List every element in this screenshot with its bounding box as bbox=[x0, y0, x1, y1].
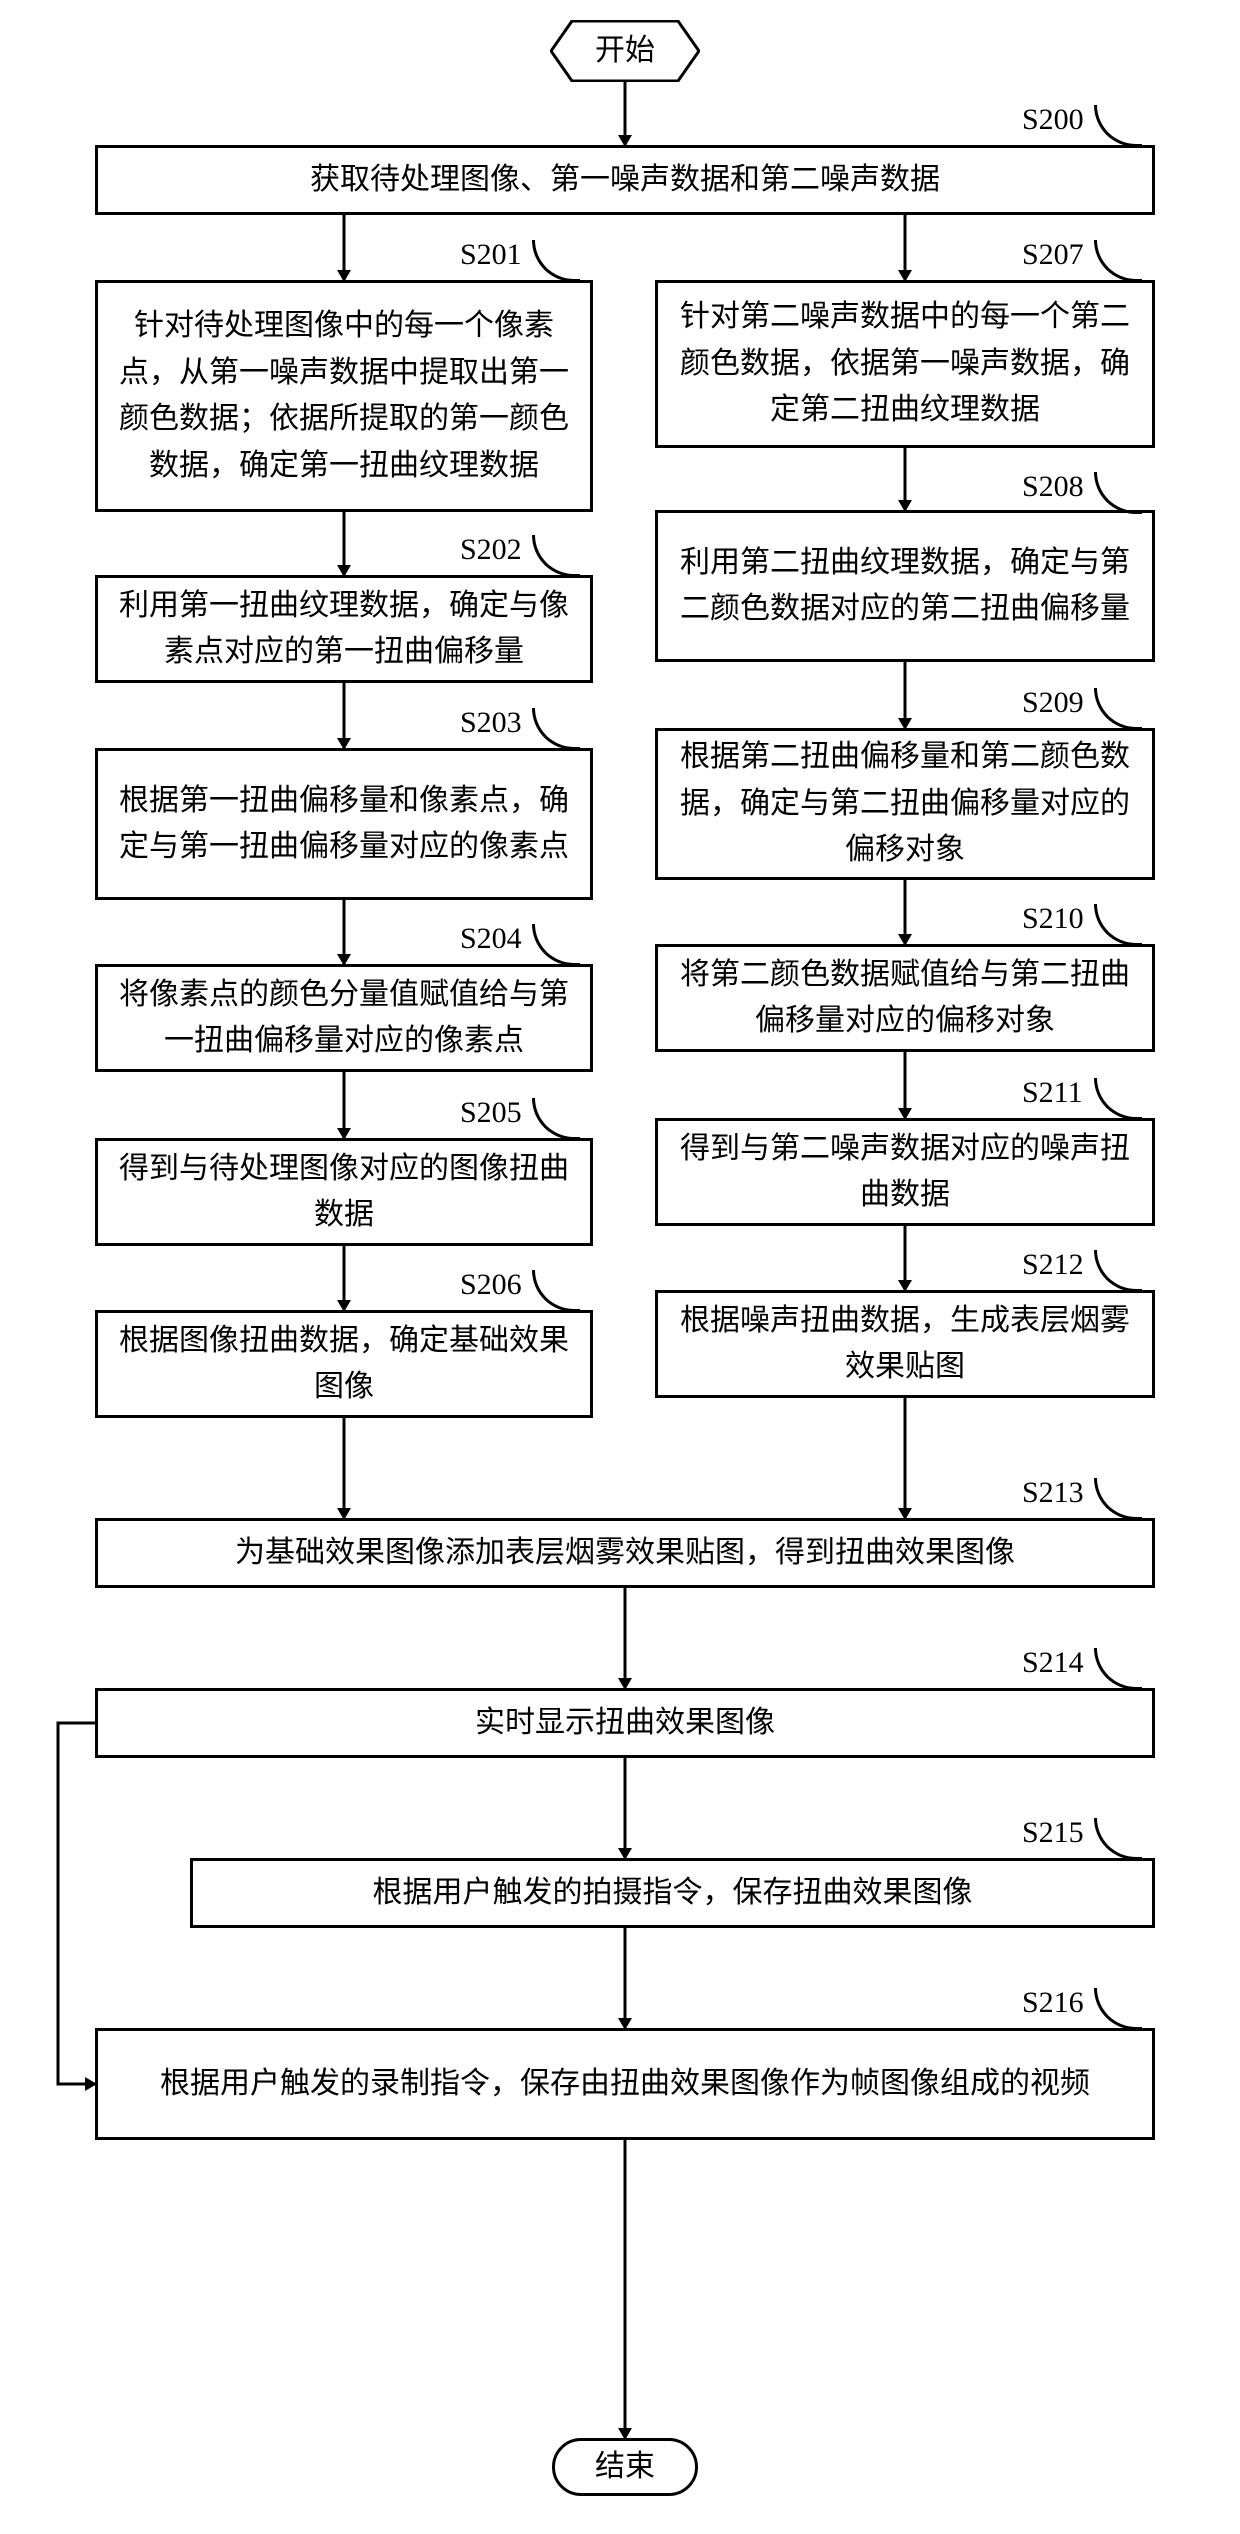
terminal-start: 开始 bbox=[550, 20, 700, 82]
step-text: 获取待处理图像、第一噪声数据和第二噪声数据 bbox=[310, 157, 940, 204]
label-connector bbox=[532, 535, 580, 577]
step-S203: 根据第一扭曲偏移量和像素点，确定与第一扭曲偏移量对应的像素点 bbox=[95, 748, 593, 900]
label-connector bbox=[1094, 472, 1142, 514]
step-S212: 根据噪声扭曲数据，生成表层烟雾效果贴图 bbox=[655, 1290, 1155, 1398]
step-S204: 将像素点的颜色分量值赋值给与第一扭曲偏移量对应的像素点 bbox=[95, 964, 593, 1072]
step-label-S201: S201 bbox=[460, 238, 522, 272]
step-label-S208: S208 bbox=[1022, 470, 1084, 504]
label-connector bbox=[1094, 688, 1142, 730]
label-connector bbox=[1094, 1648, 1142, 1690]
label-connector bbox=[532, 240, 580, 282]
step-text: 利用第一扭曲纹理数据，确定与像素点对应的第一扭曲偏移量 bbox=[116, 583, 572, 676]
step-S214: 实时显示扭曲效果图像 bbox=[95, 1688, 1155, 1758]
step-text: 根据用户触发的拍摄指令，保存扭曲效果图像 bbox=[373, 1870, 973, 1917]
label-connector bbox=[1094, 1078, 1142, 1120]
step-text: 将像素点的颜色分量值赋值给与第一扭曲偏移量对应的像素点 bbox=[116, 972, 572, 1065]
step-S213: 为基础效果图像添加表层烟雾效果贴图，得到扭曲效果图像 bbox=[95, 1518, 1155, 1588]
step-S208: 利用第二扭曲纹理数据，确定与第二颜色数据对应的第二扭曲偏移量 bbox=[655, 510, 1155, 662]
step-label-S210: S210 bbox=[1022, 902, 1084, 936]
label-connector bbox=[1094, 105, 1142, 147]
step-text: 利用第二扭曲纹理数据，确定与第二颜色数据对应的第二扭曲偏移量 bbox=[676, 540, 1134, 633]
step-label-S213: S213 bbox=[1022, 1476, 1084, 1510]
step-text: 根据噪声扭曲数据，生成表层烟雾效果贴图 bbox=[676, 1298, 1134, 1391]
step-label-S205: S205 bbox=[460, 1096, 522, 1130]
step-S211: 得到与第二噪声数据对应的噪声扭曲数据 bbox=[655, 1118, 1155, 1226]
step-S201: 针对待处理图像中的每一个像素点，从第一噪声数据中提取出第一颜色数据；依据所提取的… bbox=[95, 280, 593, 512]
step-S202: 利用第一扭曲纹理数据，确定与像素点对应的第一扭曲偏移量 bbox=[95, 575, 593, 683]
label-connector bbox=[1094, 904, 1142, 946]
step-label-S204: S204 bbox=[460, 922, 522, 956]
label-connector bbox=[532, 1270, 580, 1312]
label-connector bbox=[532, 708, 580, 750]
step-text: 将第二颜色数据赋值给与第二扭曲偏移量对应的偏移对象 bbox=[676, 952, 1134, 1045]
step-label-S215: S215 bbox=[1022, 1816, 1084, 1850]
step-label-S207: S207 bbox=[1022, 238, 1084, 272]
terminal-end: 结束 bbox=[552, 2438, 698, 2496]
step-label-S212: S212 bbox=[1022, 1248, 1084, 1282]
step-label-S200: S200 bbox=[1022, 103, 1084, 137]
step-S205: 得到与待处理图像对应的图像扭曲数据 bbox=[95, 1138, 593, 1246]
step-text: 针对待处理图像中的每一个像素点，从第一噪声数据中提取出第一颜色数据；依据所提取的… bbox=[116, 303, 572, 489]
terminal-end-label: 结束 bbox=[595, 2444, 655, 2491]
step-S207: 针对第二噪声数据中的每一个第二颜色数据，依据第一噪声数据，确定第二扭曲纹理数据 bbox=[655, 280, 1155, 448]
step-text: 根据用户触发的录制指令，保存由扭曲效果图像作为帧图像组成的视频 bbox=[160, 2061, 1090, 2108]
label-connector bbox=[1094, 240, 1142, 282]
step-S200: 获取待处理图像、第一噪声数据和第二噪声数据 bbox=[95, 145, 1155, 215]
step-label-S216: S216 bbox=[1022, 1986, 1084, 2020]
step-text: 根据图像扭曲数据，确定基础效果图像 bbox=[116, 1318, 572, 1411]
label-connector bbox=[532, 924, 580, 966]
step-text: 为基础效果图像添加表层烟雾效果贴图，得到扭曲效果图像 bbox=[235, 1530, 1015, 1577]
label-connector bbox=[1094, 1478, 1142, 1520]
label-connector bbox=[532, 1098, 580, 1140]
label-connector bbox=[1094, 1250, 1142, 1292]
label-connector bbox=[1094, 1988, 1142, 2030]
step-label-S202: S202 bbox=[460, 533, 522, 567]
step-text: 实时显示扭曲效果图像 bbox=[475, 1700, 775, 1747]
step-label-S211: S211 bbox=[1022, 1076, 1083, 1110]
step-label-S209: S209 bbox=[1022, 686, 1084, 720]
step-label-S203: S203 bbox=[460, 706, 522, 740]
terminal-start-label: 开始 bbox=[595, 28, 655, 75]
step-label-S206: S206 bbox=[460, 1268, 522, 1302]
step-S215: 根据用户触发的拍摄指令，保存扭曲效果图像 bbox=[190, 1858, 1155, 1928]
step-text: 根据第一扭曲偏移量和像素点，确定与第一扭曲偏移量对应的像素点 bbox=[116, 778, 572, 871]
edge-S214-S216 bbox=[58, 1723, 95, 2084]
step-S209: 根据第二扭曲偏移量和第二颜色数据，确定与第二扭曲偏移量对应的偏移对象 bbox=[655, 728, 1155, 880]
step-S216: 根据用户触发的录制指令，保存由扭曲效果图像作为帧图像组成的视频 bbox=[95, 2028, 1155, 2140]
label-connector bbox=[1094, 1818, 1142, 1860]
step-text: 得到与第二噪声数据对应的噪声扭曲数据 bbox=[676, 1126, 1134, 1219]
step-label-S214: S214 bbox=[1022, 1646, 1084, 1680]
step-text: 得到与待处理图像对应的图像扭曲数据 bbox=[116, 1146, 572, 1239]
step-S210: 将第二颜色数据赋值给与第二扭曲偏移量对应的偏移对象 bbox=[655, 944, 1155, 1052]
step-text: 根据第二扭曲偏移量和第二颜色数据，确定与第二扭曲偏移量对应的偏移对象 bbox=[676, 734, 1134, 874]
step-text: 针对第二噪声数据中的每一个第二颜色数据，依据第一噪声数据，确定第二扭曲纹理数据 bbox=[676, 294, 1134, 434]
step-S206: 根据图像扭曲数据，确定基础效果图像 bbox=[95, 1310, 593, 1418]
